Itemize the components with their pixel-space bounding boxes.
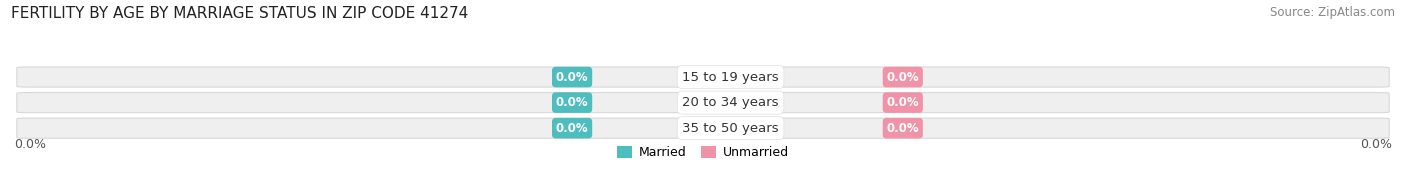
FancyBboxPatch shape (17, 93, 1389, 113)
Text: 15 to 19 years: 15 to 19 years (682, 71, 779, 83)
Text: 0.0%: 0.0% (886, 96, 920, 109)
Text: 0.0%: 0.0% (1360, 138, 1392, 151)
Text: 0.0%: 0.0% (555, 71, 589, 83)
Text: 20 to 34 years: 20 to 34 years (682, 96, 779, 109)
Text: Source: ZipAtlas.com: Source: ZipAtlas.com (1270, 6, 1395, 19)
Text: 0.0%: 0.0% (555, 122, 589, 135)
FancyBboxPatch shape (17, 118, 1389, 138)
FancyBboxPatch shape (17, 67, 1389, 87)
Text: 35 to 50 years: 35 to 50 years (682, 122, 779, 135)
Text: 0.0%: 0.0% (886, 122, 920, 135)
Text: 0.0%: 0.0% (555, 96, 589, 109)
Legend: Married, Unmarried: Married, Unmarried (612, 141, 794, 164)
Text: 0.0%: 0.0% (14, 138, 46, 151)
Text: FERTILITY BY AGE BY MARRIAGE STATUS IN ZIP CODE 41274: FERTILITY BY AGE BY MARRIAGE STATUS IN Z… (11, 6, 468, 21)
Text: 0.0%: 0.0% (886, 71, 920, 83)
